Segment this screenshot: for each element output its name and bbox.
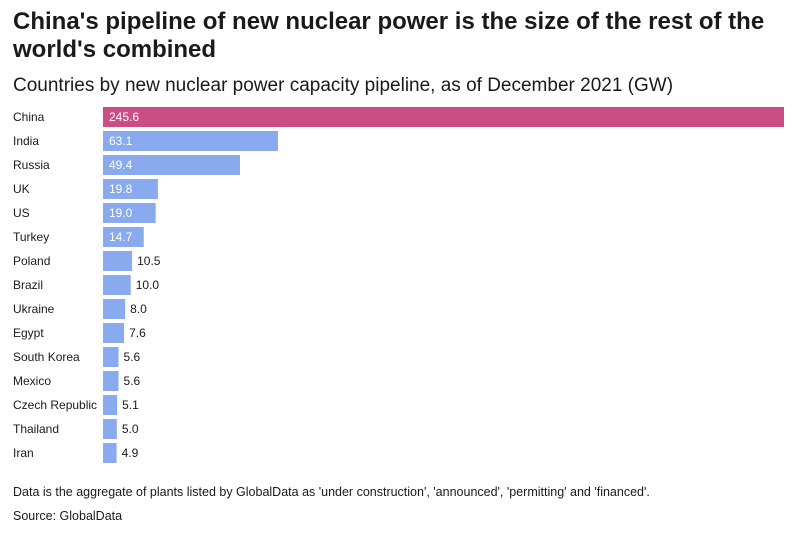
category-label: Mexico xyxy=(13,374,51,388)
value-label: 49.4 xyxy=(109,158,133,172)
bar-mexico xyxy=(103,371,119,391)
chart-title: China's pipeline of new nuclear power is… xyxy=(13,8,765,63)
category-label: US xyxy=(13,206,30,220)
category-label: South Korea xyxy=(13,350,80,364)
value-label: 8.0 xyxy=(130,302,147,316)
bar-brazil xyxy=(103,275,131,295)
category-label: Ukraine xyxy=(13,302,55,316)
bar-india xyxy=(103,131,278,151)
value-label: 19.0 xyxy=(109,206,133,220)
category-label: China xyxy=(13,110,45,124)
category-label: Iran xyxy=(13,446,34,460)
bar-chart: China 245.6 India 63.1 Russia 49.4 UK 19.8 US 19.… xyxy=(13,107,784,463)
bar-czech-republic xyxy=(103,395,118,415)
category-label: Brazil xyxy=(13,278,43,292)
category-label: Thailand xyxy=(13,422,59,436)
bar-us xyxy=(103,203,156,223)
bar-thailand xyxy=(103,419,117,439)
category-label: Poland xyxy=(13,254,50,268)
category-label: UK xyxy=(13,182,30,196)
category-label: Russia xyxy=(13,158,50,172)
value-label: 10.5 xyxy=(137,254,161,268)
value-label: 5.6 xyxy=(124,350,141,364)
value-label: 4.9 xyxy=(122,446,139,460)
bar-south-korea xyxy=(103,347,119,367)
value-label: 245.6 xyxy=(109,110,139,124)
bar-china xyxy=(103,107,784,127)
category-label: Czech Republic xyxy=(13,398,97,412)
chart-source: Source: GlobalData xyxy=(13,509,123,523)
value-label: 14.7 xyxy=(109,230,133,244)
bar-poland xyxy=(103,251,133,271)
value-label: 5.6 xyxy=(124,374,141,388)
bar-russia xyxy=(103,155,240,175)
value-label: 10.0 xyxy=(136,278,160,292)
value-label: 19.8 xyxy=(109,182,133,196)
bar-rows: China 245.6 India 63.1 Russia 49.4 UK 19.8 US 19.… xyxy=(13,107,784,463)
value-label: 63.1 xyxy=(109,134,133,148)
bar-egypt xyxy=(103,323,125,343)
value-label: 5.1 xyxy=(122,398,139,412)
value-label: 5.0 xyxy=(122,422,139,436)
value-label: 7.6 xyxy=(129,326,146,340)
chart-note: Data is the aggregate of plants listed b… xyxy=(13,485,650,499)
bar-iran xyxy=(103,443,117,463)
chart-subtitle: Countries by new nuclear power capacity … xyxy=(13,75,674,96)
bar-ukraine xyxy=(103,299,126,319)
category-label: India xyxy=(13,134,39,148)
bar-turkey xyxy=(103,227,144,247)
category-label: Egypt xyxy=(13,326,44,340)
bar-uk xyxy=(103,179,158,199)
category-label: Turkey xyxy=(13,230,49,244)
